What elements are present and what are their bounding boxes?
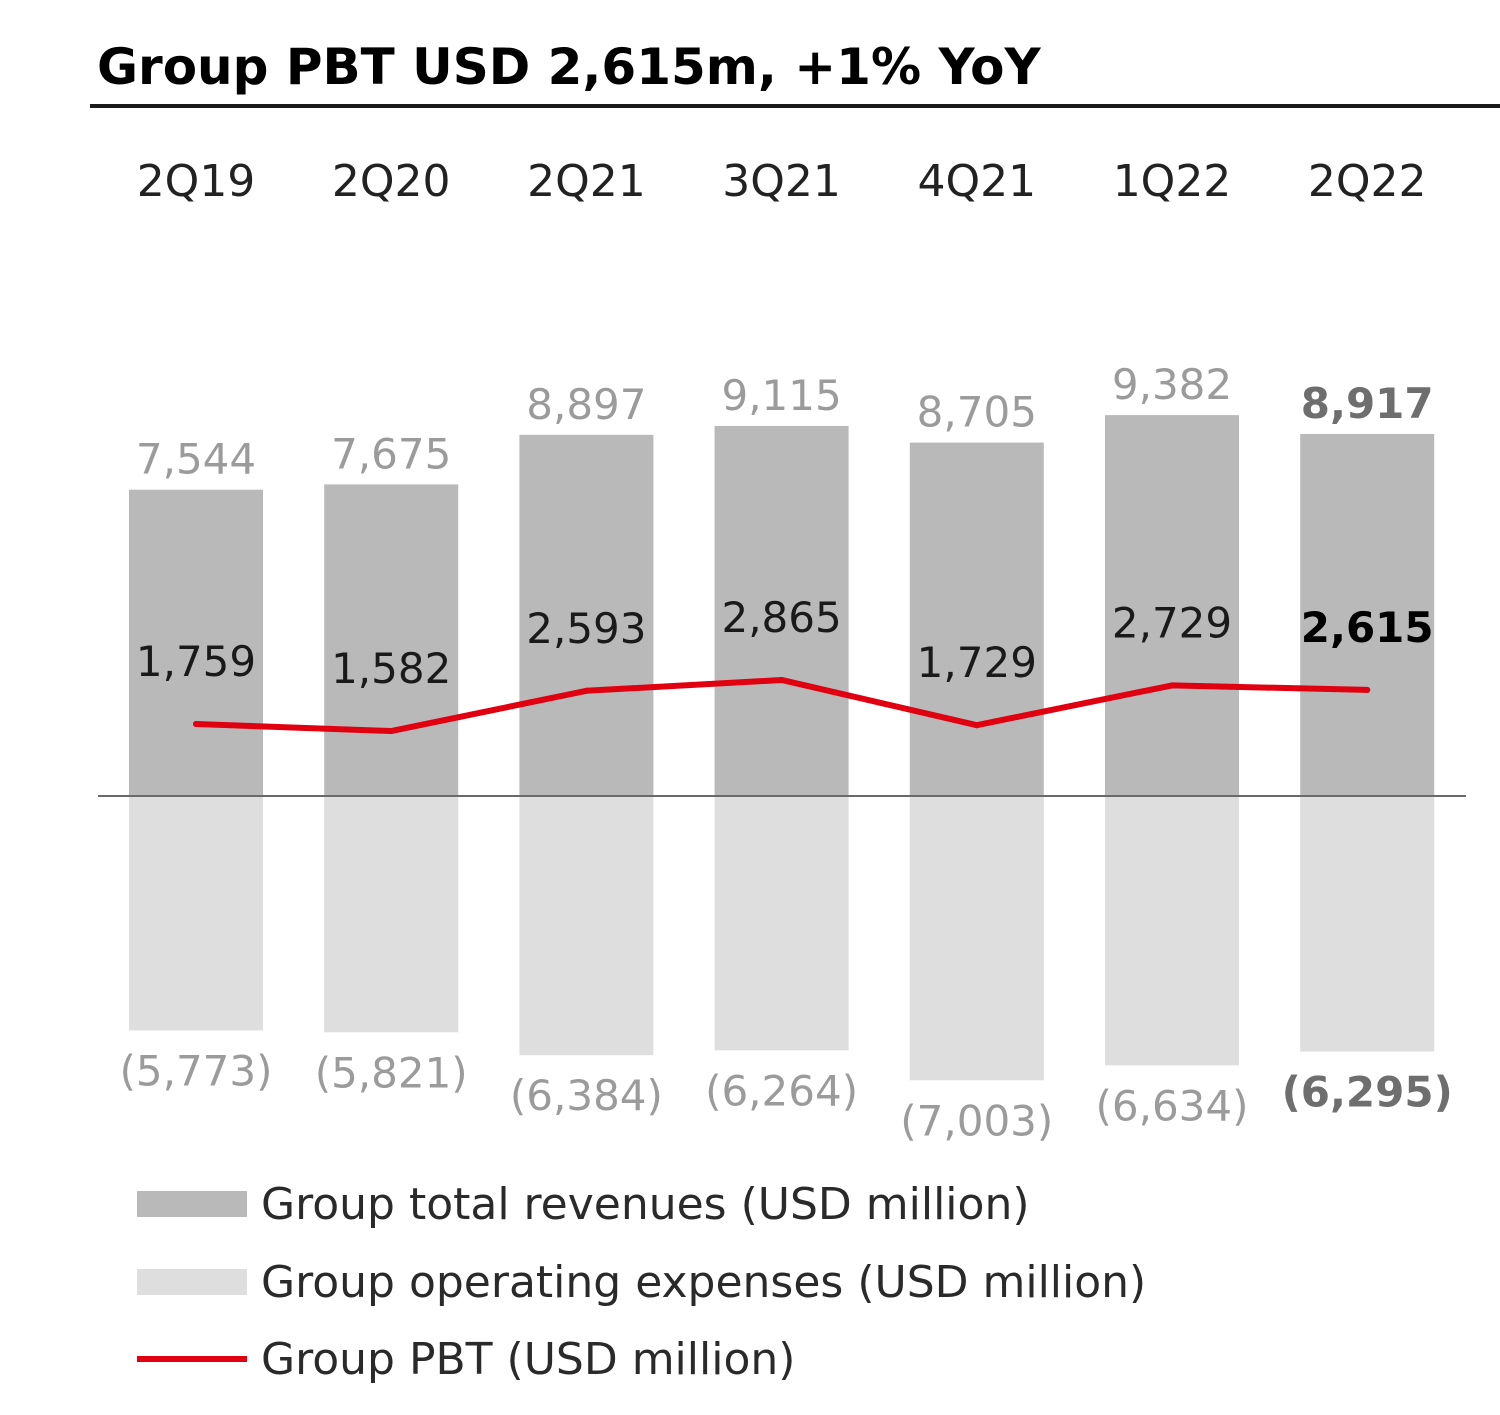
expense-bar-2q19 [129, 796, 263, 1031]
revenue-bar-1q22 [1105, 415, 1239, 796]
expense-label-1q22: (6,634) [1095, 1081, 1248, 1130]
revenue-label-4q21: 8,705 [917, 388, 1037, 437]
pbt-point-3q21 [778, 676, 785, 683]
revenue-label-2q21: 8,897 [526, 380, 646, 429]
revenue-bar-2q22 [1300, 433, 1435, 796]
pbt-point-2q19 [193, 721, 199, 727]
expense-label-2q19: (5,773) [119, 1046, 272, 1095]
pbt-point-2q22 [1364, 686, 1371, 693]
category-label-2q21: 2Q21 [527, 156, 646, 207]
pbt-point-2q20 [388, 728, 395, 735]
chart-canvas: 2Q19 2Q20 2Q21 3Q21 4Q21 1Q22 2Q22 7,544 (5,773)… [98, 156, 1466, 1145]
revenue-label-1q22: 9,382 [1112, 360, 1232, 409]
expense-bar-2q22 [1300, 796, 1435, 1052]
revenue-bar-2q19 [129, 489, 263, 796]
expense-bar-2q21 [519, 796, 654, 1056]
category-label-2q19: 2Q19 [137, 156, 256, 207]
pbt-point-1q22 [1169, 682, 1175, 689]
revenue-label-2q20: 7,675 [331, 429, 451, 478]
expense-bar-2q20 [324, 796, 459, 1033]
revenue-label-2q22: 8,917 [1301, 379, 1434, 428]
expense-bar-4q21 [909, 796, 1044, 1081]
legend-label-revenues: Group total revenues (USD million) [261, 1179, 1030, 1230]
revenue-bar-2q20 [324, 484, 459, 796]
revenue-bar-4q21 [909, 442, 1044, 796]
legend-swatch-expenses [137, 1269, 247, 1295]
pbt-label-2q20: 1,582 [331, 644, 451, 693]
category-label-2q22: 2Q22 [1308, 156, 1427, 207]
revenue-label-3q21: 9,115 [721, 371, 841, 420]
expense-label-2q21: (6,384) [510, 1071, 663, 1120]
expense-label-4q21: (7,003) [900, 1096, 1053, 1145]
pbt-label-2q22: 2,615 [1301, 603, 1434, 652]
expense-bar-3q21 [714, 796, 849, 1051]
legend-label-pbt: Group PBT (USD million) [261, 1334, 796, 1385]
category-label-1q22: 1Q22 [1113, 156, 1232, 207]
category-label-3q21: 3Q21 [722, 156, 841, 207]
pbt-point-2q21 [583, 687, 590, 694]
legend-swatch-pbt [137, 1356, 247, 1362]
pbt-label-3q21: 2,865 [721, 593, 841, 642]
category-label-2q20: 2Q20 [332, 156, 451, 207]
expense-label-3q21: (6,264) [705, 1066, 858, 1115]
expense-label-2q22: (6,295) [1282, 1068, 1453, 1117]
pbt-label-1q22: 2,729 [1112, 598, 1232, 647]
pbt-label-4q21: 1,729 [917, 638, 1037, 687]
expense-bar-1q22 [1105, 796, 1239, 1066]
legend-swatch-revenues [137, 1191, 247, 1217]
revenue-bar-3q21 [714, 425, 849, 796]
revenue-bar-2q21 [519, 434, 654, 796]
chart-title: Group PBT USD 2,615m, +1% YoY [97, 38, 1041, 96]
category-label-4q21: 4Q21 [917, 156, 1036, 207]
title-rule [90, 104, 1500, 108]
legend-label-expenses: Group operating expenses (USD million) [261, 1257, 1147, 1308]
revenue-label-2q19: 7,544 [136, 435, 256, 484]
expense-label-2q20: (5,821) [315, 1048, 468, 1097]
pbt-point-4q21 [973, 722, 980, 729]
pbt-label-2q21: 2,593 [526, 604, 646, 653]
pbt-label-2q19: 1,759 [136, 637, 256, 686]
